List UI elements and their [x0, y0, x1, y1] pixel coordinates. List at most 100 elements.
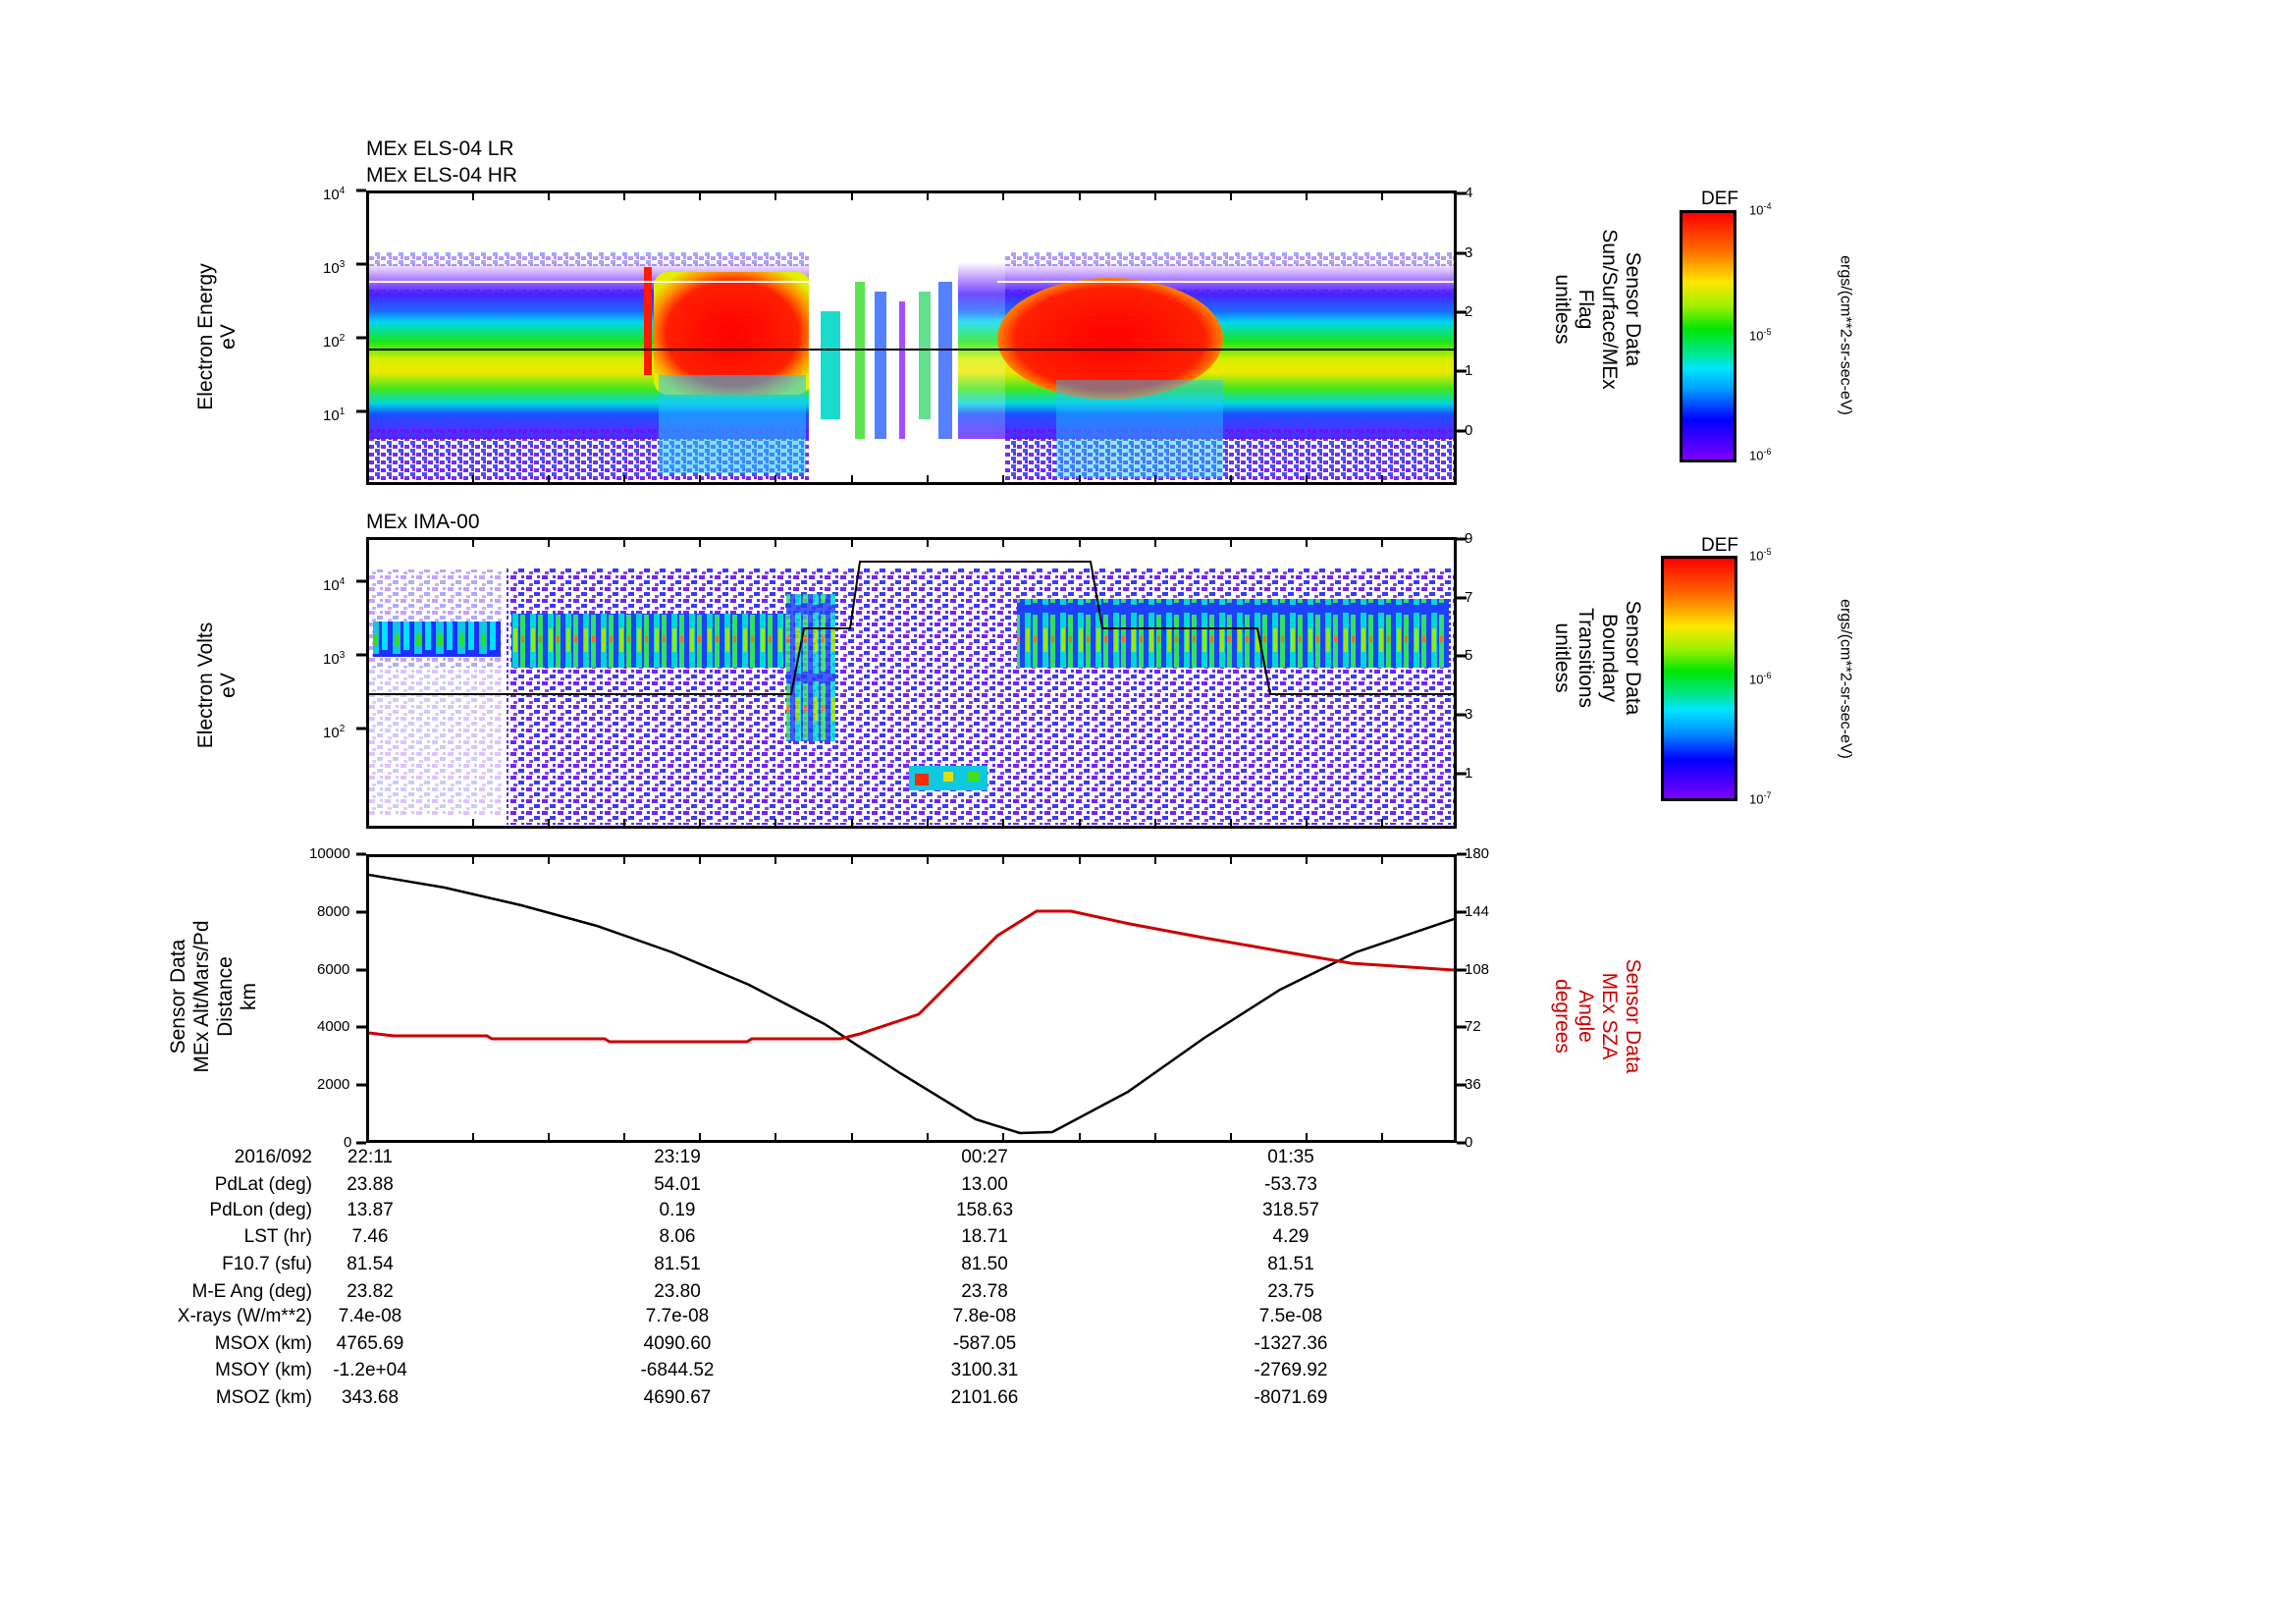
row-label-pdlon: PdLon (deg)	[209, 1200, 312, 1220]
orbit-y2tick-180: 180	[1465, 845, 1490, 862]
els-y-axis-label: Electron Energy eV	[194, 263, 240, 410]
orbit-ytick-6000: 6000	[317, 961, 350, 978]
orbit-ytick-0: 0	[344, 1134, 352, 1151]
cell: 7.8e-08	[952, 1306, 1017, 1326]
ima-y2tick-1: 1	[1465, 765, 1473, 782]
els-ytick-1e3: 103	[323, 259, 346, 277]
cell: 2101.66	[950, 1387, 1019, 1408]
cell: -1.2e+04	[333, 1360, 407, 1380]
els-y2tick-3: 3	[1465, 244, 1473, 261]
cell: 7.4e-08	[338, 1306, 402, 1326]
ima-title: MEx IMA-00	[366, 511, 480, 533]
orbit-y2-axis-label: Sensor Data MEx SZA Angle degrees	[1551, 958, 1644, 1074]
els-y2tick-2: 2	[1465, 303, 1473, 320]
cell: 7.7e-08	[645, 1306, 710, 1326]
cell: 158.63	[955, 1200, 1014, 1220]
ima-y2tick-5: 5	[1465, 647, 1473, 664]
row-label-msox: MSOX (km)	[214, 1333, 312, 1354]
cell: 00:27	[961, 1147, 1008, 1167]
cell: 4690.67	[643, 1387, 712, 1408]
row-label-f107: F10.7 (sfu)	[222, 1254, 312, 1274]
orbit-y-axis-label: Sensor Data MEx Alt/Mars/Pd Distance km	[167, 920, 260, 1073]
els-title-hr: MEx ELS-04 HR	[366, 164, 518, 187]
ima-y-axis-label: Electron Volts eV	[194, 622, 240, 749]
cell: 3100.31	[950, 1360, 1019, 1380]
cell: -2769.92	[1254, 1360, 1328, 1380]
orbit-y2tick-36: 36	[1465, 1076, 1481, 1093]
ima-y2tick-3: 3	[1465, 706, 1473, 723]
cell: 7.46	[351, 1226, 389, 1247]
orbit-ytick-4000: 4000	[317, 1018, 350, 1035]
cell: 4090.60	[643, 1333, 712, 1354]
cell: 4765.69	[336, 1333, 404, 1354]
els-colorbar-units: ergs/(cm**2-sr-sec-eV)	[1837, 255, 1854, 415]
orbit-y2tick-144: 144	[1465, 903, 1490, 920]
row-label-msoy: MSOY (km)	[215, 1360, 312, 1380]
els-y2-axis-label: Sensor Data Sun/Surface/MEx Flag unitles…	[1551, 229, 1644, 390]
cell: 18.71	[961, 1226, 1008, 1247]
ima-y2tick-7: 7	[1465, 589, 1473, 606]
cell: 13.00	[961, 1174, 1008, 1195]
orbit-y2tick-0: 0	[1465, 1134, 1473, 1151]
ima-colorbar-units: ergs/(cm**2-sr-sec-eV)	[1837, 599, 1854, 759]
orbit-line-plot	[369, 857, 1454, 1140]
cell: -53.73	[1264, 1174, 1317, 1195]
cell: 318.57	[1261, 1200, 1320, 1220]
els-plot-frame	[366, 190, 1457, 485]
ima-ytick-1e3: 103	[323, 650, 346, 668]
els-colorbar	[1680, 210, 1736, 462]
els-ytick-1e2: 102	[323, 333, 346, 351]
cell: 22:11	[347, 1147, 394, 1167]
ima-spectrogram	[369, 540, 1454, 826]
cell: 8.06	[659, 1226, 696, 1247]
els-colorbar-max: 10-4	[1749, 201, 1772, 218]
orbit-y2tick-72: 72	[1465, 1018, 1481, 1035]
cell: 0.19	[659, 1200, 696, 1220]
cell: 23.82	[347, 1281, 394, 1302]
ima-colorbar-mid: 10-6	[1749, 671, 1772, 687]
cell: 23.88	[347, 1174, 394, 1195]
row-label-date: 2016/092	[234, 1147, 312, 1167]
cell: 81.50	[961, 1254, 1008, 1274]
els-colorbar-mid: 10-5	[1749, 327, 1772, 344]
els-colorbar-title: DEF	[1701, 189, 1738, 209]
row-label-lst: LST (hr)	[243, 1226, 312, 1247]
ima-ytick-1e2: 102	[323, 724, 346, 741]
cell: 54.01	[654, 1174, 701, 1195]
cell: -1327.36	[1254, 1333, 1328, 1354]
cell: 81.54	[347, 1254, 394, 1274]
els-title-lr: MEx ELS-04 LR	[366, 137, 514, 160]
orbit-ytick-2000: 2000	[317, 1076, 350, 1093]
cell: 23.78	[961, 1281, 1008, 1302]
els-ytick-1e1: 101	[323, 406, 346, 424]
ima-y2-axis-label: Sensor Data Boundary Transitions unitles…	[1551, 600, 1644, 716]
cell: 343.68	[341, 1387, 400, 1408]
cell: -8071.69	[1254, 1387, 1328, 1408]
els-ytick-1e4: 104	[323, 186, 346, 203]
orbit-y2tick-108: 108	[1465, 961, 1490, 978]
els-y2tick-1: 1	[1465, 362, 1473, 379]
ima-colorbar-max: 10-5	[1749, 547, 1772, 564]
cell: 23.80	[654, 1281, 701, 1302]
els-y2tick-4: 4	[1465, 185, 1473, 201]
ima-colorbar-title: DEF	[1701, 535, 1738, 556]
row-label-xrays: X-rays (W/m**2)	[177, 1306, 312, 1326]
cell: 7.5e-08	[1258, 1306, 1323, 1326]
row-label-msoz: MSOZ (km)	[215, 1387, 312, 1408]
els-colorbar-min: 10-6	[1749, 447, 1772, 463]
orbit-ytick-8000: 8000	[317, 903, 350, 920]
cell: -6844.52	[640, 1360, 715, 1380]
orbit-ytick-10000: 10000	[309, 845, 350, 862]
cell: 23:19	[654, 1147, 701, 1167]
orbit-plot-frame	[366, 854, 1457, 1143]
row-label-me-ang: M-E Ang (deg)	[191, 1281, 313, 1302]
cell: 81.51	[1267, 1254, 1314, 1274]
ima-y2tick-9: 9	[1465, 530, 1473, 547]
els-y2tick-0: 0	[1465, 422, 1473, 439]
ima-colorbar-min: 10-7	[1749, 790, 1772, 807]
ima-colorbar	[1661, 556, 1737, 801]
cell: 81.51	[654, 1254, 701, 1274]
cell: 01:35	[1267, 1147, 1314, 1167]
cell: 23.75	[1267, 1281, 1314, 1302]
els-spectrogram	[369, 193, 1454, 482]
